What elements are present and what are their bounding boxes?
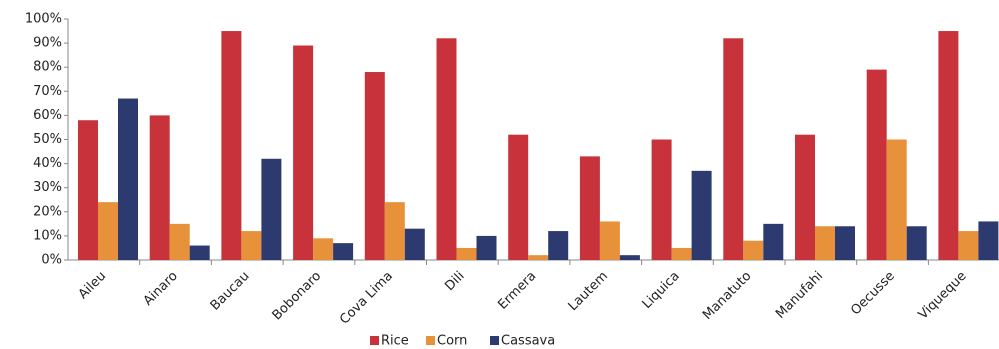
x-tick-label: Bobonaro [270,269,325,324]
bar [508,134,529,260]
bar [169,223,190,260]
bar [886,139,907,260]
bar [579,156,600,260]
bar [221,31,242,260]
bar [835,226,855,260]
bar [364,72,385,261]
x-tick-label: Baucau [208,269,253,314]
bar [743,240,764,260]
bar [978,221,999,260]
bar [723,38,744,260]
bar [528,255,549,260]
bar [548,231,569,260]
bar [118,98,138,260]
bar [241,231,262,260]
legend-swatch [370,336,379,345]
bar [763,223,784,260]
x-tick-label: Viqueque [916,269,970,323]
bar [815,226,835,260]
y-tick-label: 90% [33,36,62,51]
bar [333,243,354,260]
x-tick-label: Liquica [640,269,683,312]
bar [599,221,620,260]
y-tick-label: 20% [33,204,62,219]
bar [293,45,314,261]
x-tick-label: Manufahi [773,269,826,322]
bar [313,238,334,260]
bar [78,120,98,260]
x-tick-label: Manatuto [700,269,754,323]
bar [149,115,170,261]
bar [795,134,815,260]
bar [261,158,282,260]
bar [476,235,497,260]
legend-swatch [490,336,499,345]
legend-label: Rice [381,334,409,349]
bar [906,226,927,260]
y-tick-label: 30% [33,180,62,195]
y-tick-label: 10% [33,228,62,243]
y-tick-label: 0% [41,253,62,268]
y-tick-label: 40% [33,156,62,171]
bar [404,228,425,260]
y-tick-label: 100% [25,12,62,27]
bar [456,247,477,260]
y-tick-label: 50% [33,132,62,147]
x-tick-label: Ermera [495,269,539,313]
bar [938,31,959,260]
x-tick-label: Oecusse [848,269,898,319]
legend-swatch [426,336,435,345]
bar [866,69,887,260]
bar [671,247,692,260]
legend-label: Cassava [501,334,555,349]
bar [436,38,457,260]
legend-label: Corn [437,334,467,349]
y-tick-label: 80% [33,60,62,75]
bar [189,245,210,260]
x-tick-label: Lautem [566,269,611,314]
y-tick-label: 70% [33,84,62,99]
x-tick-label: Aileu [76,269,109,302]
x-tick-label: Ainaro [141,269,181,309]
bar [619,255,640,260]
bar [958,231,979,260]
bar [651,139,672,260]
x-tick-label: Dili [442,269,467,294]
bar [691,170,712,260]
bar [98,202,118,260]
bar [384,202,405,260]
y-tick-label: 60% [33,108,62,123]
x-tick-label: Cova Lima [337,269,396,328]
